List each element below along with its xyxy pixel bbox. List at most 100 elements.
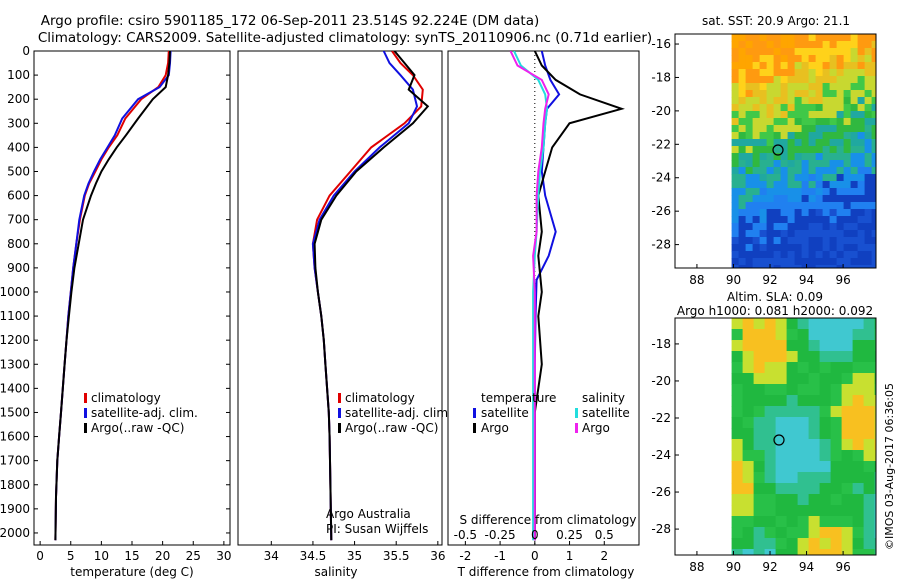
map-cell xyxy=(780,181,789,189)
map-cell xyxy=(852,472,865,484)
map-cell xyxy=(759,118,768,126)
legend-swatch-argo xyxy=(338,423,341,433)
map-cell xyxy=(775,351,788,363)
map-cell xyxy=(780,41,789,49)
map-cell xyxy=(874,417,876,429)
map-cell xyxy=(787,251,796,259)
map-cell xyxy=(829,167,838,175)
map-cell xyxy=(794,41,803,49)
map-cell xyxy=(857,265,866,268)
map-cell xyxy=(753,483,766,495)
map-cell xyxy=(752,244,761,252)
map-cell xyxy=(874,549,876,555)
map-cell xyxy=(773,167,782,175)
map-cell xyxy=(841,428,854,440)
map-cell xyxy=(731,41,740,49)
map-cell xyxy=(766,139,775,147)
map-cell xyxy=(759,237,768,245)
map-cell xyxy=(738,244,747,252)
map-cell xyxy=(836,244,845,252)
map-cell xyxy=(850,244,859,252)
map-cell xyxy=(871,76,876,84)
map-cell xyxy=(780,244,789,252)
map-cell xyxy=(822,55,831,63)
map-cell xyxy=(786,362,799,374)
map-cell xyxy=(801,118,810,126)
map-cell xyxy=(857,230,866,238)
map-cell xyxy=(738,97,747,105)
map-cell xyxy=(864,76,873,84)
map-cell xyxy=(871,125,876,133)
map-cell xyxy=(815,167,824,175)
map-cell xyxy=(780,146,789,154)
map-cell xyxy=(731,516,744,528)
map-cell xyxy=(857,69,866,77)
map-cell xyxy=(857,125,866,133)
map-cell xyxy=(864,209,873,217)
map-cell xyxy=(773,216,782,224)
x-tick-label: 34 xyxy=(264,549,279,563)
map-cell xyxy=(738,55,747,63)
map-cell xyxy=(797,406,810,418)
map-cell xyxy=(731,329,744,341)
map-cell xyxy=(745,230,754,238)
map-cell xyxy=(808,34,817,42)
map-cell xyxy=(745,160,754,168)
map-cell xyxy=(850,55,859,63)
map-cell xyxy=(808,132,817,140)
map-cell xyxy=(731,132,740,140)
map-cell xyxy=(738,69,747,77)
map-cell xyxy=(738,188,747,196)
map-cell xyxy=(850,230,859,238)
map-cell xyxy=(808,216,817,224)
map-cell xyxy=(871,55,876,63)
map-cell xyxy=(764,505,777,517)
legend-swatch-climatology xyxy=(338,393,341,403)
map-cell xyxy=(836,111,845,119)
map-cell xyxy=(794,104,803,112)
map-cell xyxy=(753,340,766,352)
map-cell xyxy=(808,188,817,196)
y-tick-label: 1500 xyxy=(0,405,30,419)
map-cell xyxy=(819,351,832,363)
map-cell xyxy=(843,223,852,231)
map-cell xyxy=(731,384,744,396)
map-cell xyxy=(808,494,821,506)
map-cell xyxy=(766,90,775,98)
map-cell xyxy=(871,69,876,77)
map-cell xyxy=(829,132,838,140)
map-cell xyxy=(731,195,740,203)
map-cell xyxy=(745,202,754,210)
map-cell xyxy=(808,439,821,451)
map-cell xyxy=(843,83,852,91)
y-tick-label: 2000 xyxy=(0,526,30,540)
map-cell xyxy=(836,125,845,133)
map-cell xyxy=(766,160,775,168)
map-cell xyxy=(738,48,747,56)
map-cell xyxy=(843,62,852,70)
map-cell xyxy=(850,251,859,259)
map-cell xyxy=(797,373,810,385)
map-cell xyxy=(773,48,782,56)
map-cell xyxy=(829,48,838,56)
map-cell xyxy=(815,139,824,147)
map-cell xyxy=(780,209,789,217)
map-cell xyxy=(808,174,817,182)
map-cell xyxy=(829,251,838,259)
map-cell xyxy=(808,230,817,238)
map-cell xyxy=(815,97,824,105)
map-cell xyxy=(787,132,796,140)
map-cell xyxy=(808,76,817,84)
map-cell xyxy=(764,329,777,341)
map-cell xyxy=(738,181,747,189)
map-cell xyxy=(829,111,838,119)
map-cell xyxy=(738,258,747,266)
map-cell xyxy=(836,76,845,84)
map-cell xyxy=(797,439,810,451)
map-cell xyxy=(836,34,845,42)
y-tick-label: 400 xyxy=(7,140,30,154)
map-cell xyxy=(863,340,876,352)
map-cell xyxy=(850,90,859,98)
map-cell xyxy=(864,41,873,49)
